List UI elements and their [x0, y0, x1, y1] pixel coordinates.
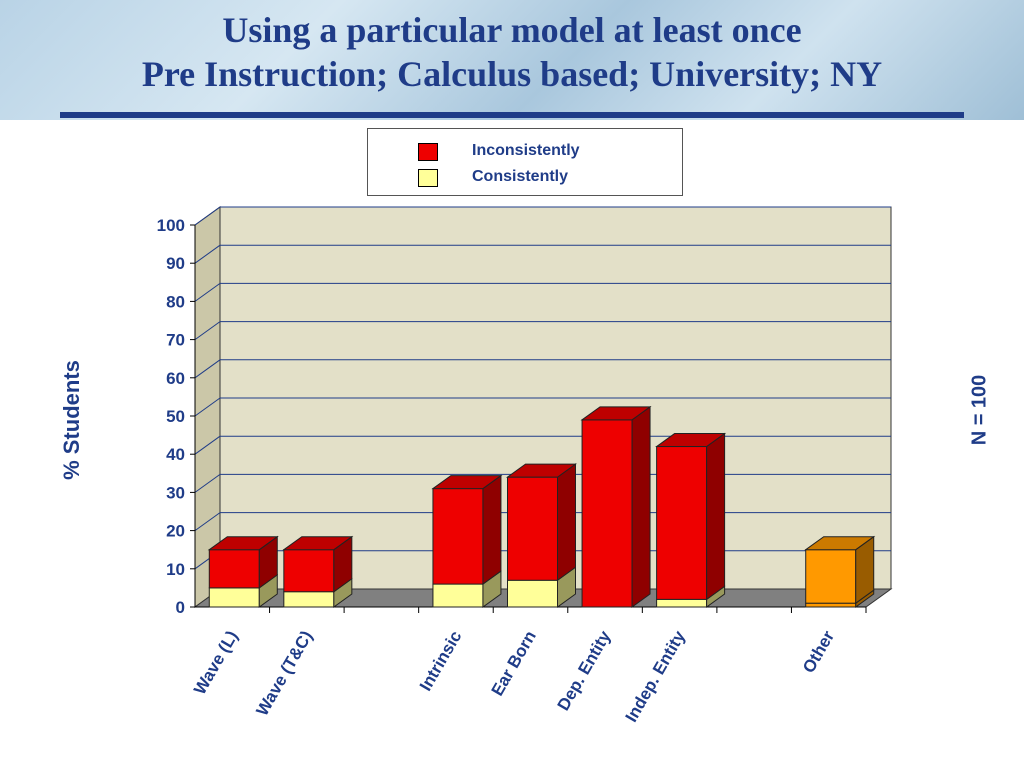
bar-inconsistently-5-side — [631, 405, 651, 608]
bar-inconsistently-4-front — [507, 476, 558, 581]
legend-swatch-consistently — [418, 169, 438, 187]
gridline-side-20 — [194, 512, 221, 532]
y-tick-label: 10 — [166, 560, 185, 579]
legend-label-inconsistently: Inconsistently — [472, 142, 580, 159]
x-tick-label: Dep. Entity — [554, 627, 615, 714]
bar-inconsistently-1-front — [283, 549, 335, 593]
gridline-side-70 — [194, 321, 221, 341]
y-tick-label: 80 — [166, 292, 185, 311]
y-tick-label: 40 — [166, 445, 185, 464]
bar-inconsistently-6-side — [706, 432, 726, 601]
gridline-side-50 — [194, 397, 221, 417]
gridline-side-100 — [194, 206, 221, 226]
x-tick-label: Indep. Entity — [622, 627, 690, 725]
y-tick-label: 90 — [166, 254, 185, 273]
bar-8-top — [804, 536, 876, 551]
bar-3-top — [431, 475, 503, 490]
bar-inconsistently-6-front — [656, 446, 708, 600]
bar-consistently-3-front — [432, 583, 484, 608]
bar-consistently-0-front — [208, 587, 260, 608]
legend-label-consistently: Consistently — [472, 168, 569, 185]
bar-6-top — [655, 433, 727, 448]
bar-consistently-8-front — [805, 602, 857, 608]
x-tick-label: Intrinsic — [416, 628, 466, 695]
y-tick-label: 100 — [157, 216, 185, 235]
x-tick-label: Wave (T&C) — [252, 628, 316, 720]
bar-4-top — [505, 463, 578, 478]
y-tick-label: 20 — [166, 522, 185, 541]
y-tick-label: 60 — [166, 369, 185, 388]
x-tick-label: Wave (L) — [190, 628, 242, 698]
gridline-side-80 — [194, 282, 221, 302]
y-tick-label: 70 — [166, 331, 185, 350]
gridline-side-90 — [194, 244, 221, 264]
y-tick-label: 0 — [176, 598, 185, 617]
x-tick-label: Other — [799, 627, 838, 676]
y-tick-label: 30 — [166, 483, 185, 502]
gridline-side-30 — [194, 473, 221, 493]
bar-inconsistently-3-side — [482, 474, 502, 586]
page-title-line-1: Using a particular model at least once — [222, 10, 802, 50]
bar-inconsistently-0-front — [208, 549, 260, 589]
gridline-side-60 — [194, 359, 221, 379]
bar-consistently-6-front — [656, 598, 708, 608]
x-tick-label: Ear Born — [488, 628, 540, 700]
bar-consistently-1-front — [283, 591, 335, 608]
bar-inconsistently-5-front — [581, 419, 633, 608]
gridline-side-40 — [194, 435, 221, 455]
bar-inconsistently-4-side — [557, 463, 576, 582]
header-banner — [0, 0, 1024, 120]
chart-legend: Inconsistently Consistently — [367, 128, 683, 196]
bar-5-top — [580, 406, 652, 421]
bar-0-top — [207, 536, 279, 551]
bar-consistently-4-front — [507, 579, 558, 608]
header-divider — [60, 112, 964, 118]
y-tick-label: 50 — [166, 407, 185, 426]
bar-inconsistently-3-front — [432, 488, 484, 585]
bar-1-top — [282, 536, 354, 551]
page-title-line-2: Pre Instruction; Calculus based; Univers… — [141, 54, 883, 94]
bar-inconsistently-8-front — [805, 549, 857, 604]
legend-swatch-inconsistently — [418, 143, 438, 161]
